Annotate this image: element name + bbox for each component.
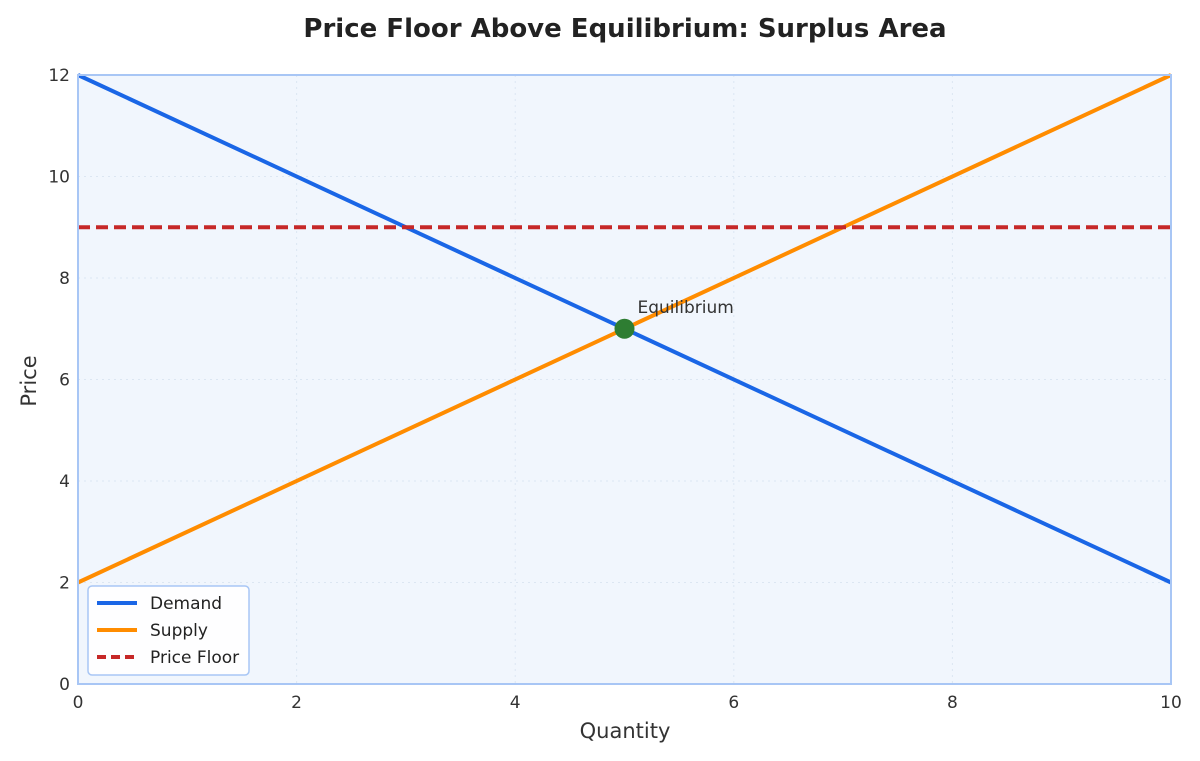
- x-tick-label: 8: [947, 693, 958, 713]
- plot-border: [77, 74, 1172, 685]
- x-tick-label: 10: [1160, 693, 1182, 713]
- x-axis-label: Quantity: [580, 719, 671, 743]
- x-tick-label: 2: [291, 693, 302, 713]
- y-tick-label: 6: [59, 371, 70, 391]
- points-layer: Equilibrium: [614, 298, 734, 339]
- y-tick-label: 10: [48, 168, 70, 188]
- legend-label: Price Floor: [150, 648, 239, 668]
- legend: Demand Supply Price Floor: [87, 585, 250, 676]
- equilibrium-point: [614, 318, 635, 339]
- equilibrium-annotation: Equilibrium: [638, 298, 734, 318]
- x-tick-label: 0: [73, 693, 84, 713]
- chart-title: Price Floor Above Equilibrium: Surplus A…: [303, 14, 946, 44]
- y-tick-label: 2: [59, 574, 70, 594]
- y-tick-label: 4: [59, 472, 70, 492]
- y-tick-label: 12: [48, 66, 70, 86]
- legend-label: Supply: [150, 621, 208, 641]
- y-tick-label: 0: [59, 675, 70, 695]
- legend-label: Demand: [150, 594, 222, 614]
- y-tick-label: 8: [59, 269, 70, 289]
- y-axis-label: Price: [17, 355, 41, 406]
- x-tick-label: 4: [510, 693, 521, 713]
- x-tick-label: 6: [728, 693, 739, 713]
- legend-box: [87, 585, 250, 676]
- tick-labels: 0 2 4 6 8 10 0 2 4 6 8 10 12: [48, 66, 1181, 713]
